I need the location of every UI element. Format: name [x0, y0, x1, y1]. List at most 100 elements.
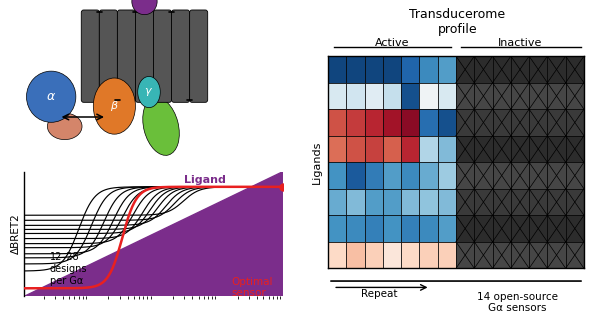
Bar: [328, 162, 346, 189]
Bar: [474, 109, 492, 136]
Bar: [529, 189, 547, 215]
Bar: [420, 83, 438, 109]
Bar: [420, 162, 438, 189]
Text: Repeat: Repeat: [361, 289, 397, 299]
Bar: [492, 242, 511, 268]
Bar: [365, 83, 383, 109]
Bar: [365, 189, 383, 215]
Bar: [401, 83, 420, 109]
Bar: [383, 215, 401, 242]
Bar: [566, 109, 584, 136]
Bar: [420, 56, 438, 83]
Bar: [383, 109, 401, 136]
Bar: [328, 215, 346, 242]
Text: Optimal
sensor: Optimal sensor: [231, 277, 273, 299]
Bar: [456, 83, 474, 109]
Bar: [492, 136, 511, 162]
Bar: [328, 56, 346, 83]
Bar: [492, 83, 511, 109]
Text: $\gamma$: $\gamma$: [144, 86, 154, 98]
Bar: [438, 242, 456, 268]
Bar: [529, 242, 547, 268]
Bar: [383, 242, 401, 268]
Bar: [346, 56, 365, 83]
Bar: [566, 56, 584, 83]
FancyBboxPatch shape: [135, 10, 154, 102]
Bar: [511, 83, 529, 109]
Bar: [383, 56, 401, 83]
Ellipse shape: [93, 78, 135, 134]
Bar: [547, 242, 566, 268]
Text: $\alpha$: $\alpha$: [46, 90, 56, 103]
Bar: [456, 242, 474, 268]
Bar: [438, 56, 456, 83]
Bar: [529, 136, 547, 162]
Text: Ligands: Ligands: [312, 140, 322, 184]
Bar: [401, 189, 420, 215]
Bar: [456, 56, 474, 83]
Bar: [328, 189, 346, 215]
Bar: [547, 162, 566, 189]
Bar: [438, 215, 456, 242]
Bar: [365, 162, 383, 189]
Bar: [346, 162, 365, 189]
Bar: [511, 242, 529, 268]
FancyBboxPatch shape: [81, 10, 99, 102]
Bar: [456, 109, 474, 136]
Bar: [420, 136, 438, 162]
Polygon shape: [24, 172, 283, 296]
FancyBboxPatch shape: [154, 10, 172, 102]
Text: Active: Active: [375, 38, 409, 48]
Bar: [529, 83, 547, 109]
Bar: [365, 242, 383, 268]
Bar: [383, 136, 401, 162]
Bar: [456, 162, 474, 189]
Bar: [474, 136, 492, 162]
FancyBboxPatch shape: [117, 10, 135, 102]
Bar: [401, 215, 420, 242]
Text: 12–28
designs
per Gα: 12–28 designs per Gα: [50, 252, 87, 285]
Bar: [401, 162, 420, 189]
Bar: [365, 109, 383, 136]
Bar: [365, 136, 383, 162]
Bar: [346, 83, 365, 109]
Text: Transducerome
profile: Transducerome profile: [409, 8, 506, 36]
Bar: [401, 109, 420, 136]
Bar: [346, 136, 365, 162]
Text: Inactive: Inactive: [498, 38, 542, 48]
Bar: [401, 136, 420, 162]
Bar: [456, 136, 474, 162]
Bar: [346, 189, 365, 215]
Bar: [511, 162, 529, 189]
Bar: [383, 189, 401, 215]
Bar: [566, 83, 584, 109]
Bar: [474, 162, 492, 189]
Bar: [383, 162, 401, 189]
Bar: [401, 56, 420, 83]
Bar: [420, 189, 438, 215]
Bar: [456, 215, 474, 242]
Bar: [365, 56, 383, 83]
Ellipse shape: [143, 97, 179, 155]
Bar: [492, 162, 511, 189]
Bar: [511, 215, 529, 242]
Bar: [438, 162, 456, 189]
Bar: [456, 189, 474, 215]
Bar: [438, 83, 456, 109]
Text: $\beta$: $\beta$: [110, 99, 119, 113]
Ellipse shape: [138, 76, 160, 108]
Bar: [547, 56, 566, 83]
Bar: [547, 136, 566, 162]
Bar: [547, 109, 566, 136]
Bar: [474, 56, 492, 83]
Bar: [474, 189, 492, 215]
Bar: [438, 109, 456, 136]
Bar: [492, 109, 511, 136]
Bar: [529, 162, 547, 189]
Text: 14 open-source
Gα sensors: 14 open-source Gα sensors: [477, 292, 558, 312]
Bar: [529, 215, 547, 242]
Bar: [511, 189, 529, 215]
Bar: [420, 109, 438, 136]
Bar: [566, 242, 584, 268]
Ellipse shape: [48, 113, 82, 140]
